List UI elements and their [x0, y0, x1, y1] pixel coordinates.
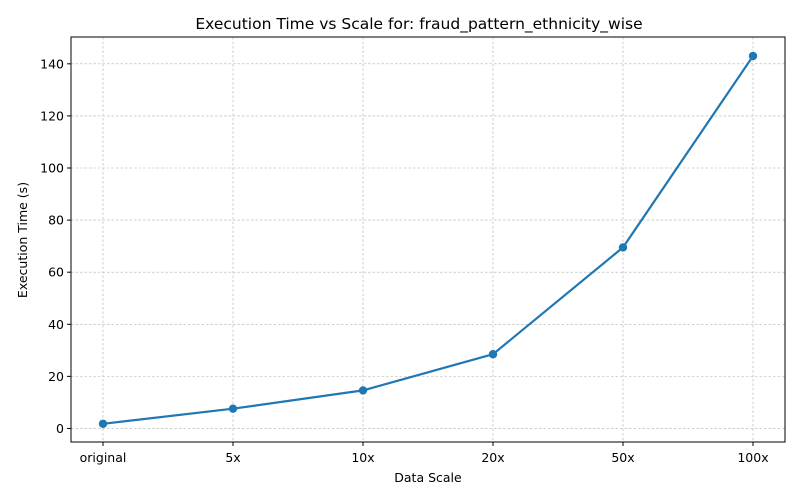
grid-lines — [71, 37, 785, 442]
y-tick-label: 140 — [40, 56, 64, 71]
y-tick-label: 120 — [40, 108, 64, 123]
data-point — [98, 419, 108, 428]
y-axis-label: Execution Time (s) — [15, 182, 30, 298]
plot-frame — [70, 36, 786, 443]
x-tick-label: 50x — [611, 450, 634, 465]
y-tick-label: 60 — [48, 265, 64, 280]
x-tick-label: 5x — [225, 450, 240, 465]
y-tick-label: 20 — [48, 369, 64, 384]
chart-title: Execution Time vs Scale for: fraud_patte… — [195, 15, 642, 34]
y-tick-label: 0 — [56, 421, 64, 436]
x-tick-label: 10x — [351, 450, 374, 465]
y-tick-label: 80 — [48, 213, 64, 228]
data-point — [228, 404, 238, 413]
series — [98, 51, 758, 428]
data-point — [488, 350, 498, 359]
x-axis-label: Data Scale — [394, 470, 462, 485]
y-axis: 0 20 40 60 80 100 120 140 — [40, 56, 71, 436]
x-tick-label: original — [80, 450, 127, 465]
data-point — [748, 51, 758, 61]
y-tick-label: 100 — [40, 161, 64, 176]
data-point — [618, 243, 628, 252]
data-point — [358, 386, 368, 395]
y-tick-label: 40 — [48, 317, 64, 332]
x-tick-label: 100x — [737, 450, 768, 465]
x-axis: original 5x 10x 20x 50x 100x — [80, 442, 769, 465]
series-line — [101, 54, 755, 425]
x-tick-label: 20x — [481, 450, 504, 465]
